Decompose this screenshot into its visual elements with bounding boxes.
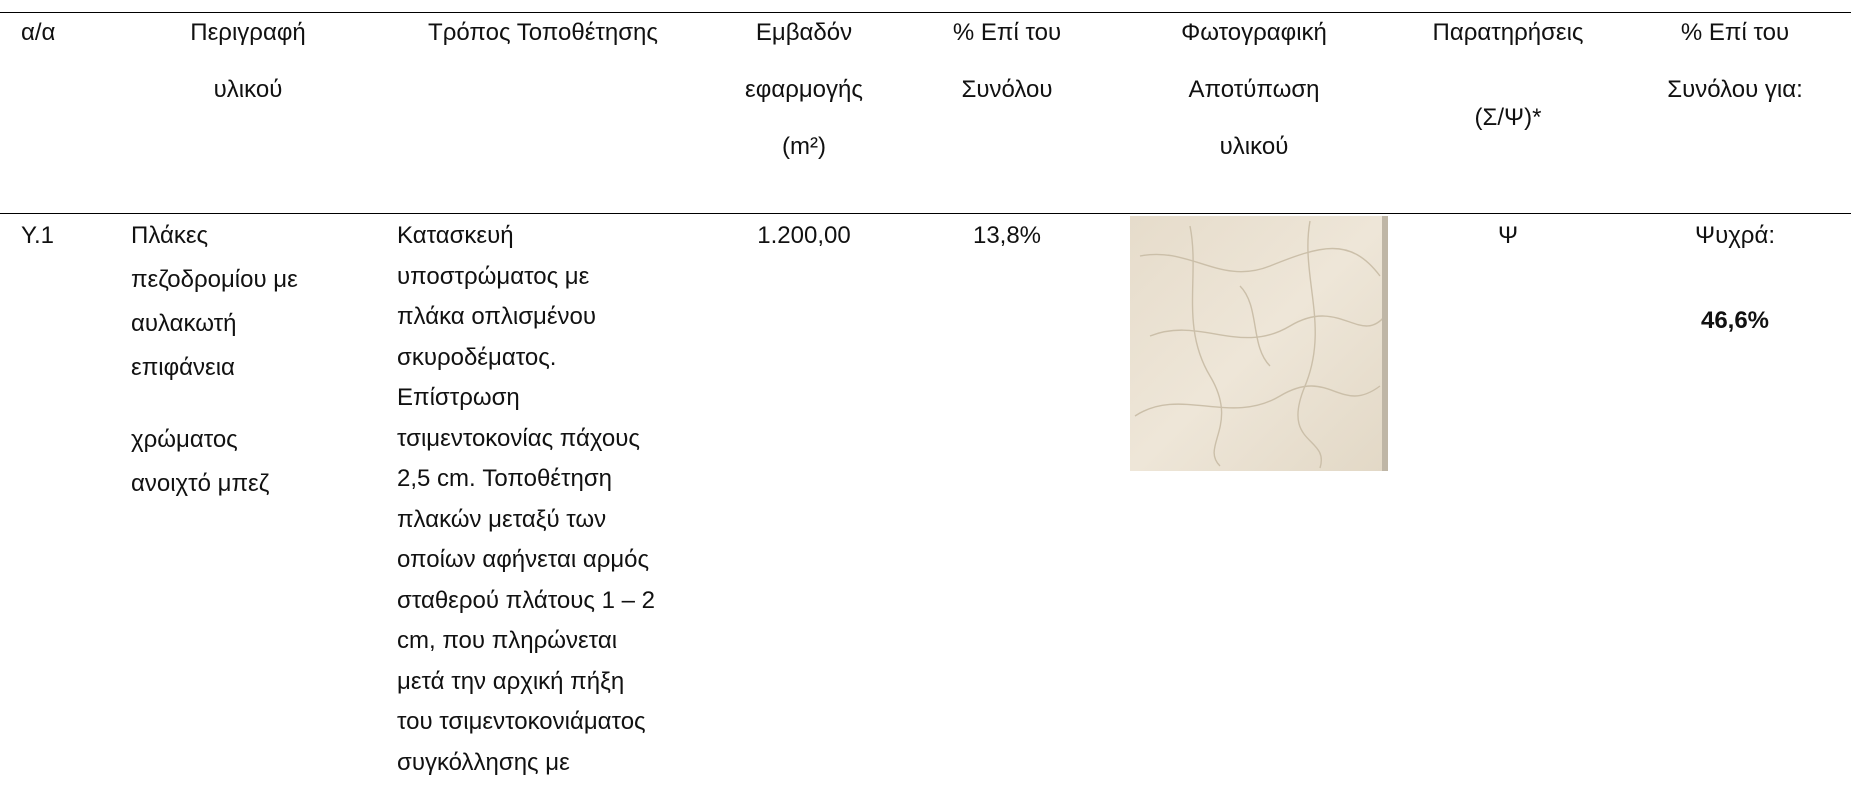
climate-label: Ψυχρά: bbox=[1695, 222, 1775, 249]
header-cell: % Επί του bbox=[1680, 19, 1790, 46]
header-cell: υλικού bbox=[213, 76, 283, 103]
header-cell: Συνόλου bbox=[961, 76, 1053, 103]
header-cell: Εμβαδόν bbox=[755, 19, 853, 46]
row-id: Υ.1 bbox=[21, 222, 54, 249]
method-line: μετά την αρχική πήξη bbox=[397, 667, 625, 695]
method-line: υποστρώματος με bbox=[397, 262, 590, 290]
share-cell: 13,8% bbox=[972, 222, 1042, 249]
description-line: πεζοδρομίου με bbox=[131, 266, 298, 293]
header-cell: Συνόλου για: bbox=[1667, 76, 1803, 103]
method-line: συγκόλλησης με bbox=[397, 748, 570, 776]
method-line: Κατασκευή bbox=[397, 222, 514, 249]
description-line: επιφάνεια bbox=[131, 354, 235, 381]
method-line: σταθερού πλάτους 1 – 2 bbox=[397, 586, 655, 614]
material-photo bbox=[1130, 216, 1388, 471]
method-line: οποίων αφήνεται αρμός bbox=[397, 546, 650, 573]
header-cell: α/α bbox=[21, 19, 56, 46]
method-line: cm, που πληρώνεται bbox=[397, 627, 618, 654]
header-cell: εφαρμογής bbox=[745, 76, 863, 103]
description-line: αυλακωτή bbox=[131, 310, 237, 337]
method-line: πλακών μεταξύ των bbox=[397, 505, 607, 533]
description-line: ανοιχτό μπεζ bbox=[131, 470, 270, 497]
remarks-cell: Ψ bbox=[1497, 222, 1519, 249]
header-cell: Φωτογραφική bbox=[1181, 19, 1327, 46]
method-line: σκυροδέματος. bbox=[397, 343, 557, 371]
method-line: τσιμεντοκονίας πάχους bbox=[397, 424, 640, 452]
header-cell: (m²) bbox=[782, 133, 826, 160]
header-cell: Παρατηρήσεις bbox=[1432, 19, 1584, 46]
header-cell: Περιγραφή bbox=[190, 19, 306, 46]
description-line: Πλάκες bbox=[131, 222, 209, 249]
header-cell: (Σ/Ψ)* bbox=[1474, 104, 1542, 131]
method-line: του τσιμεντοκονιάματος bbox=[397, 708, 646, 735]
header-rule bbox=[0, 213, 1851, 214]
header-cell: Αποτύπωση bbox=[1188, 76, 1320, 103]
method-line: 2,5 cm. Τοποθέτηση bbox=[397, 465, 612, 492]
method-line: Επίστρωση bbox=[397, 384, 520, 411]
header-cell: υλικού bbox=[1219, 133, 1289, 160]
header-cell: % Επί του bbox=[952, 19, 1062, 46]
climate-share: 46,6% bbox=[1700, 307, 1770, 334]
description-line: χρώματος bbox=[131, 426, 238, 453]
area-cell: 1.200,00 bbox=[757, 222, 851, 249]
top-rule bbox=[0, 12, 1851, 13]
method-line: πλάκα οπλισμένου bbox=[397, 303, 597, 330]
header-cell: Τρόπος Τοποθέτησης bbox=[428, 19, 658, 46]
